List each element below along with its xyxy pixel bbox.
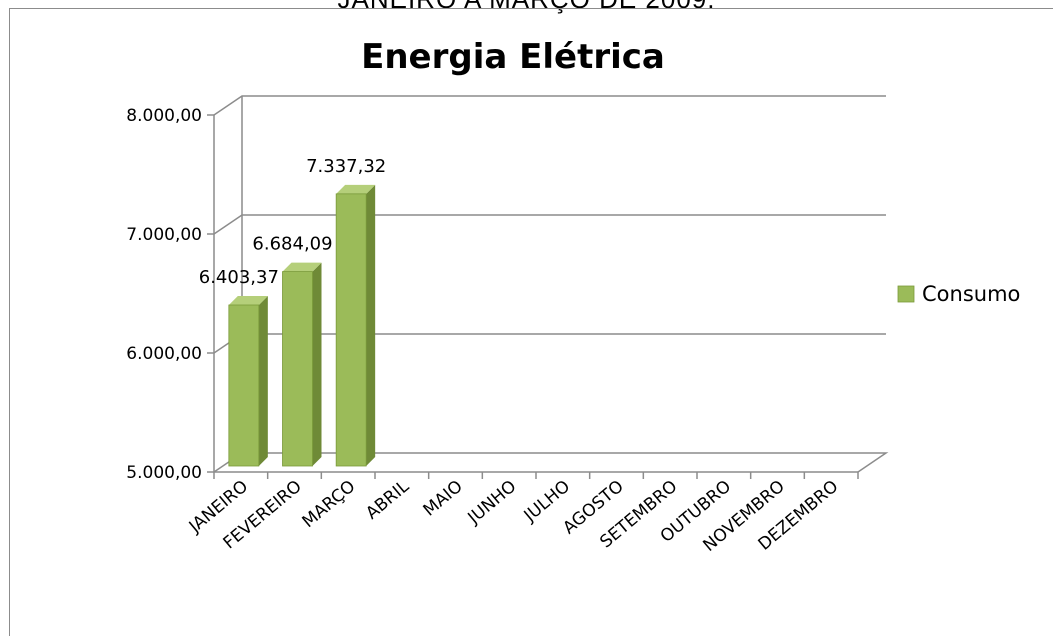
- chart-title: Energia Elétrica: [361, 37, 665, 77]
- bar-side: [366, 184, 376, 466]
- bar-value-label: 6.403,37: [199, 267, 279, 288]
- bar: [228, 295, 268, 467]
- legend: Consumo: [897, 282, 1020, 306]
- bar-top: [336, 184, 376, 194]
- bar-front: [335, 193, 367, 467]
- bar-labels: 6.403,37 6.684,09 7.337,32: [199, 156, 386, 288]
- gridline: [213, 214, 886, 235]
- page-header-text: JANEIRO A MARÇO DE 2009.: [0, 0, 1053, 15]
- bar-top: [282, 262, 322, 272]
- bar: [282, 262, 322, 467]
- chart-frame: [9, 8, 1053, 636]
- y-tick-label: 5.000,00: [126, 463, 202, 483]
- legend-swatch: [897, 285, 915, 303]
- bar-front: [228, 304, 260, 467]
- bar-top: [228, 295, 268, 305]
- gridline: [213, 95, 886, 116]
- x-tick-label: JUNHO: [464, 477, 521, 529]
- y-axis: 5.000,00 6.000,00 7.000,00 8.000,00: [126, 106, 215, 483]
- y-tick-label: 8.000,00: [126, 106, 202, 126]
- x-tick-label: MAIO: [420, 477, 467, 521]
- bars: [228, 184, 376, 467]
- bar-value-label: 7.337,32: [306, 156, 386, 177]
- bar: [335, 184, 376, 467]
- bar-side: [258, 295, 268, 466]
- x-tick-label: ABRIL: [362, 476, 413, 524]
- bar-value-label: 6.684,09: [252, 234, 332, 255]
- x-tick-label: MARÇO: [299, 477, 360, 533]
- legend-label: Consumo: [922, 282, 1020, 306]
- y-tick-label: 7.000,00: [126, 225, 202, 245]
- y-tick-label: 6.000,00: [126, 344, 202, 364]
- bar-front: [282, 271, 313, 467]
- chart-floor: [213, 452, 889, 473]
- bar-side: [312, 262, 322, 466]
